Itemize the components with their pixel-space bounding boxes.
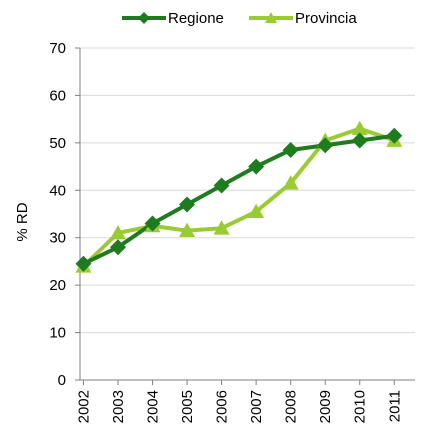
series-markers: [75, 120, 403, 273]
y-tick-labels: 0 10 20 30 40 50 60 70: [49, 40, 66, 389]
x-tick-label: 2003: [110, 390, 127, 423]
data-point-regione: [351, 132, 368, 149]
y-tick-label: 70: [49, 40, 66, 57]
x-tick-label: 2002: [75, 390, 92, 423]
data-point-provincia: [351, 120, 368, 136]
x-tick-label: 2010: [352, 390, 369, 423]
x-tick-label: 2007: [248, 390, 265, 423]
legend: Regione Provincia: [122, 10, 357, 27]
data-point-regione: [75, 255, 92, 272]
series-line-provincia: [82, 126, 395, 268]
axes: [75, 47, 415, 385]
data-point-provincia: [109, 224, 126, 240]
x-tick-label: 2006: [214, 390, 231, 423]
legend-item-provincia: Provincia: [249, 10, 357, 27]
data-point-provincia: [282, 175, 299, 190]
x-tick-labels: 2002 2003 2004 2005 2006 2007 2008 2009 2010 2011: [75, 390, 403, 423]
data-point-regione: [317, 137, 334, 154]
y-tick-label: 20: [49, 277, 66, 294]
data-point-regione: [179, 196, 196, 213]
x-tick-label: 2011: [386, 390, 403, 422]
data-point-regione: [248, 158, 265, 175]
legend-marker-provincia: [265, 12, 277, 23]
y-tick-label: 0: [58, 372, 66, 389]
series-line-regione: [82, 133, 395, 266]
series-lines: [82, 126, 395, 268]
data-point-regione: [386, 127, 403, 144]
y-tick-label: 10: [49, 325, 66, 342]
y-tick-label: 30: [49, 230, 66, 247]
x-tick-label: 2005: [179, 390, 196, 423]
y-tick-label: 50: [49, 135, 66, 152]
legend-item-regione: Regione: [122, 10, 224, 27]
y-tick-label: 40: [49, 182, 66, 199]
data-point-regione: [144, 215, 161, 232]
x-tick-label: 2008: [283, 390, 300, 423]
x-tick-label: 2004: [145, 390, 162, 423]
y-axis-title: % RD: [14, 202, 31, 241]
data-point-regione: [213, 177, 230, 194]
data-point-regione: [282, 141, 299, 158]
x-tick-label: 2009: [317, 390, 334, 423]
data-point-provincia: [179, 222, 196, 237]
data-point-provincia: [248, 203, 265, 219]
legend-marker-regione: [138, 12, 150, 24]
legend-label-provincia: Provincia: [295, 10, 357, 27]
gridlines: [80, 47, 415, 334]
y-tick-label: 60: [49, 87, 66, 104]
data-point-provincia: [213, 220, 230, 235]
legend-label-regione: Regione: [168, 10, 224, 27]
data-point-regione: [109, 239, 126, 256]
